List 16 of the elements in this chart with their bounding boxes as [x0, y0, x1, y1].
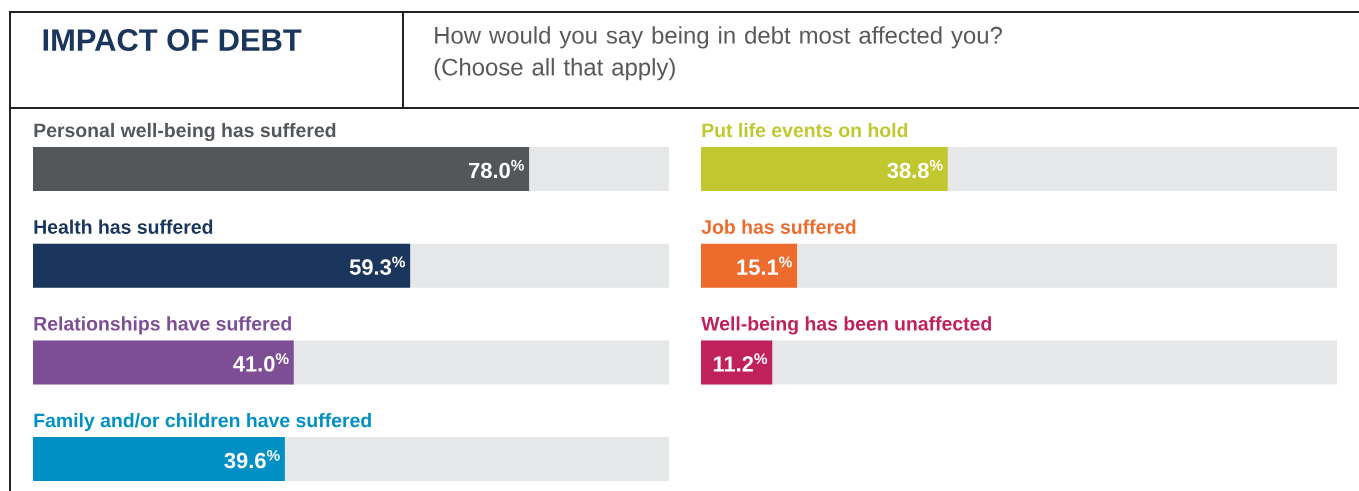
data-label: 41.0$^{%}$	[233, 353, 289, 372]
y-tick-label: Job has suffered	[701, 219, 856, 234]
text: How would you say being in debt most affected you? (Choose all that apply)	[434, 26, 1002, 81]
data-label: 78.0$^{%}$	[469, 159, 524, 179]
data-label: 38.8$^{%}$	[887, 159, 943, 179]
data-label: 39.6$^{%}$	[224, 449, 280, 469]
y-tick-label: Relationships have suffered	[34, 316, 291, 335]
data-label: 15.1$^{%}$	[737, 256, 792, 275]
y-tick-label: Personal well-being has suffered	[34, 122, 336, 142]
data-label: 59.3$^{%}$	[349, 256, 406, 275]
y-tick-label: Family and/or children have suffered	[34, 413, 371, 432]
y-tick-label: Well-being has been unaffected	[701, 316, 992, 335]
data-label: 11.2$^{%}$	[713, 353, 768, 372]
y-tick-label: Health has suffered	[34, 219, 213, 234]
y-tick-label: Put life events on hold	[702, 122, 908, 138]
chart-title: IMPACT OF DEBT	[43, 29, 302, 51]
